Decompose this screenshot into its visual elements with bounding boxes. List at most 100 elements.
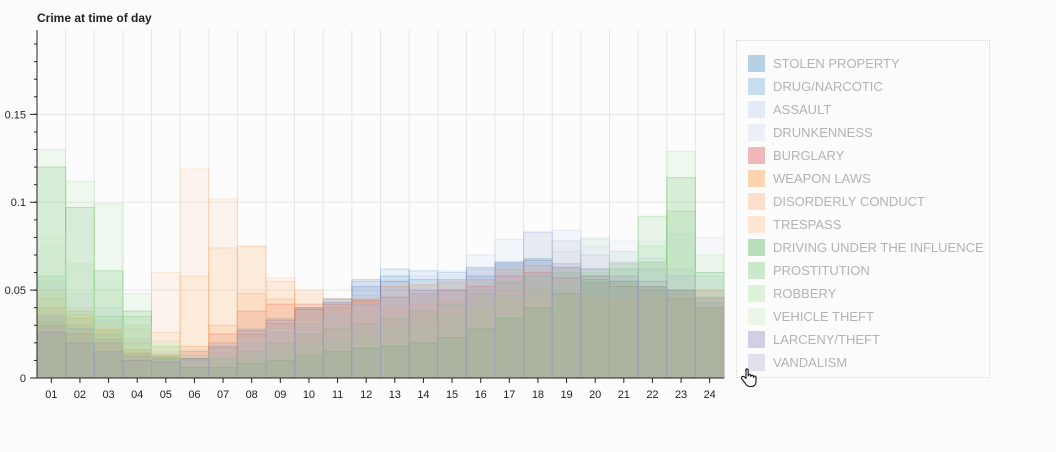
bar [236, 245, 267, 379]
bar [351, 294, 381, 379]
bar [236, 328, 267, 379]
bar [380, 268, 410, 379]
legend-item[interactable]: TRESPASS [737, 213, 989, 236]
bar [694, 301, 725, 379]
legend-item[interactable]: STOLEN PROPERTY [737, 52, 989, 75]
bar [551, 250, 582, 379]
x-tick-label: 08 [246, 389, 258, 401]
bar [179, 349, 210, 379]
legend-swatch [748, 216, 765, 233]
bar [36, 298, 67, 379]
legend-label: WEAPON LAWS [773, 171, 871, 186]
bar [666, 289, 696, 379]
x-tick-label: 22 [646, 389, 658, 401]
bar [494, 282, 525, 379]
bar [580, 275, 610, 379]
bar [694, 296, 725, 379]
legend-swatch [748, 55, 765, 72]
legend-label: BURGLARY [773, 148, 845, 163]
bar [179, 275, 210, 379]
bar [36, 245, 67, 379]
x-tick-label: 02 [74, 389, 86, 401]
bar [351, 279, 381, 379]
legend-item[interactable]: ASSAULT [737, 98, 989, 121]
x-tick-label: 18 [532, 389, 544, 401]
legend-label: DISORDERLY CONDUCT [773, 194, 925, 209]
legend-label: DRUG/NARCOTIC [773, 79, 883, 94]
x-tick-label: 10 [303, 389, 315, 401]
bar [151, 340, 181, 379]
bar [65, 207, 95, 379]
bar [65, 328, 95, 379]
bar [265, 330, 296, 379]
bar [465, 307, 496, 379]
bar [351, 286, 381, 379]
bar [93, 342, 124, 379]
bar [465, 266, 496, 379]
bar [580, 272, 610, 379]
bar [380, 275, 410, 379]
bar [551, 266, 582, 379]
bar [437, 289, 467, 379]
bar [322, 314, 353, 379]
legend-item[interactable]: PROSTITUTION [737, 259, 989, 282]
legend-label: ROBBERY [773, 286, 837, 301]
bar [294, 323, 324, 379]
bars [36, 149, 725, 379]
bar [408, 293, 439, 379]
legend-item[interactable]: ROBBERY [737, 282, 989, 305]
bar [408, 303, 439, 379]
bar [465, 254, 496, 379]
bar [265, 280, 296, 379]
legend-item[interactable]: WEAPON LAWS [737, 167, 989, 190]
bar [93, 351, 124, 379]
hand-pointer-icon [740, 368, 757, 388]
bar [408, 310, 439, 379]
bar [523, 307, 553, 379]
bar [322, 303, 353, 379]
bar [351, 321, 381, 379]
bar [294, 303, 324, 379]
bar [494, 275, 525, 379]
bar [236, 330, 267, 379]
bar [294, 289, 324, 379]
bar [380, 280, 410, 379]
bar [609, 263, 639, 379]
bar [208, 347, 238, 379]
bar [122, 328, 152, 379]
x-tick-label: 17 [503, 389, 515, 401]
bar [179, 345, 210, 379]
bar [637, 298, 668, 379]
bar [580, 296, 610, 379]
bar [666, 289, 696, 379]
legend-item[interactable]: VANDALISM [737, 351, 989, 374]
x-tick-label: 13 [389, 389, 401, 401]
bar [437, 270, 467, 379]
legend-swatch [748, 308, 765, 325]
x-tick-label: 19 [560, 389, 572, 401]
bar [609, 240, 639, 379]
bar [494, 268, 525, 379]
legend-item[interactable]: DRUG/NARCOTIC [737, 75, 989, 98]
bar [380, 298, 410, 379]
bar [380, 280, 410, 379]
legend-item[interactable]: LARCENY/THEFT [737, 328, 989, 351]
bar [380, 328, 410, 379]
bar [666, 268, 696, 379]
legend-item[interactable]: DISORDERLY CONDUCT [737, 190, 989, 213]
bar [437, 293, 467, 379]
bar [322, 298, 353, 379]
legend-label: LARCENY/THEFT [773, 332, 880, 347]
bar [437, 303, 467, 379]
bar [637, 296, 668, 379]
legend-item[interactable]: BURGLARY [737, 144, 989, 167]
bar [694, 298, 725, 379]
x-tick-label: 07 [217, 389, 229, 401]
bar [208, 349, 238, 379]
legend-item[interactable]: DRUNKENNESS [737, 121, 989, 144]
legend-item[interactable]: DRIVING UNDER THE INFLUENCE [737, 236, 989, 259]
legend-item[interactable]: VEHICLE THEFT [737, 305, 989, 328]
y-tick-label: 0.15 [5, 109, 26, 121]
bar [236, 310, 267, 379]
